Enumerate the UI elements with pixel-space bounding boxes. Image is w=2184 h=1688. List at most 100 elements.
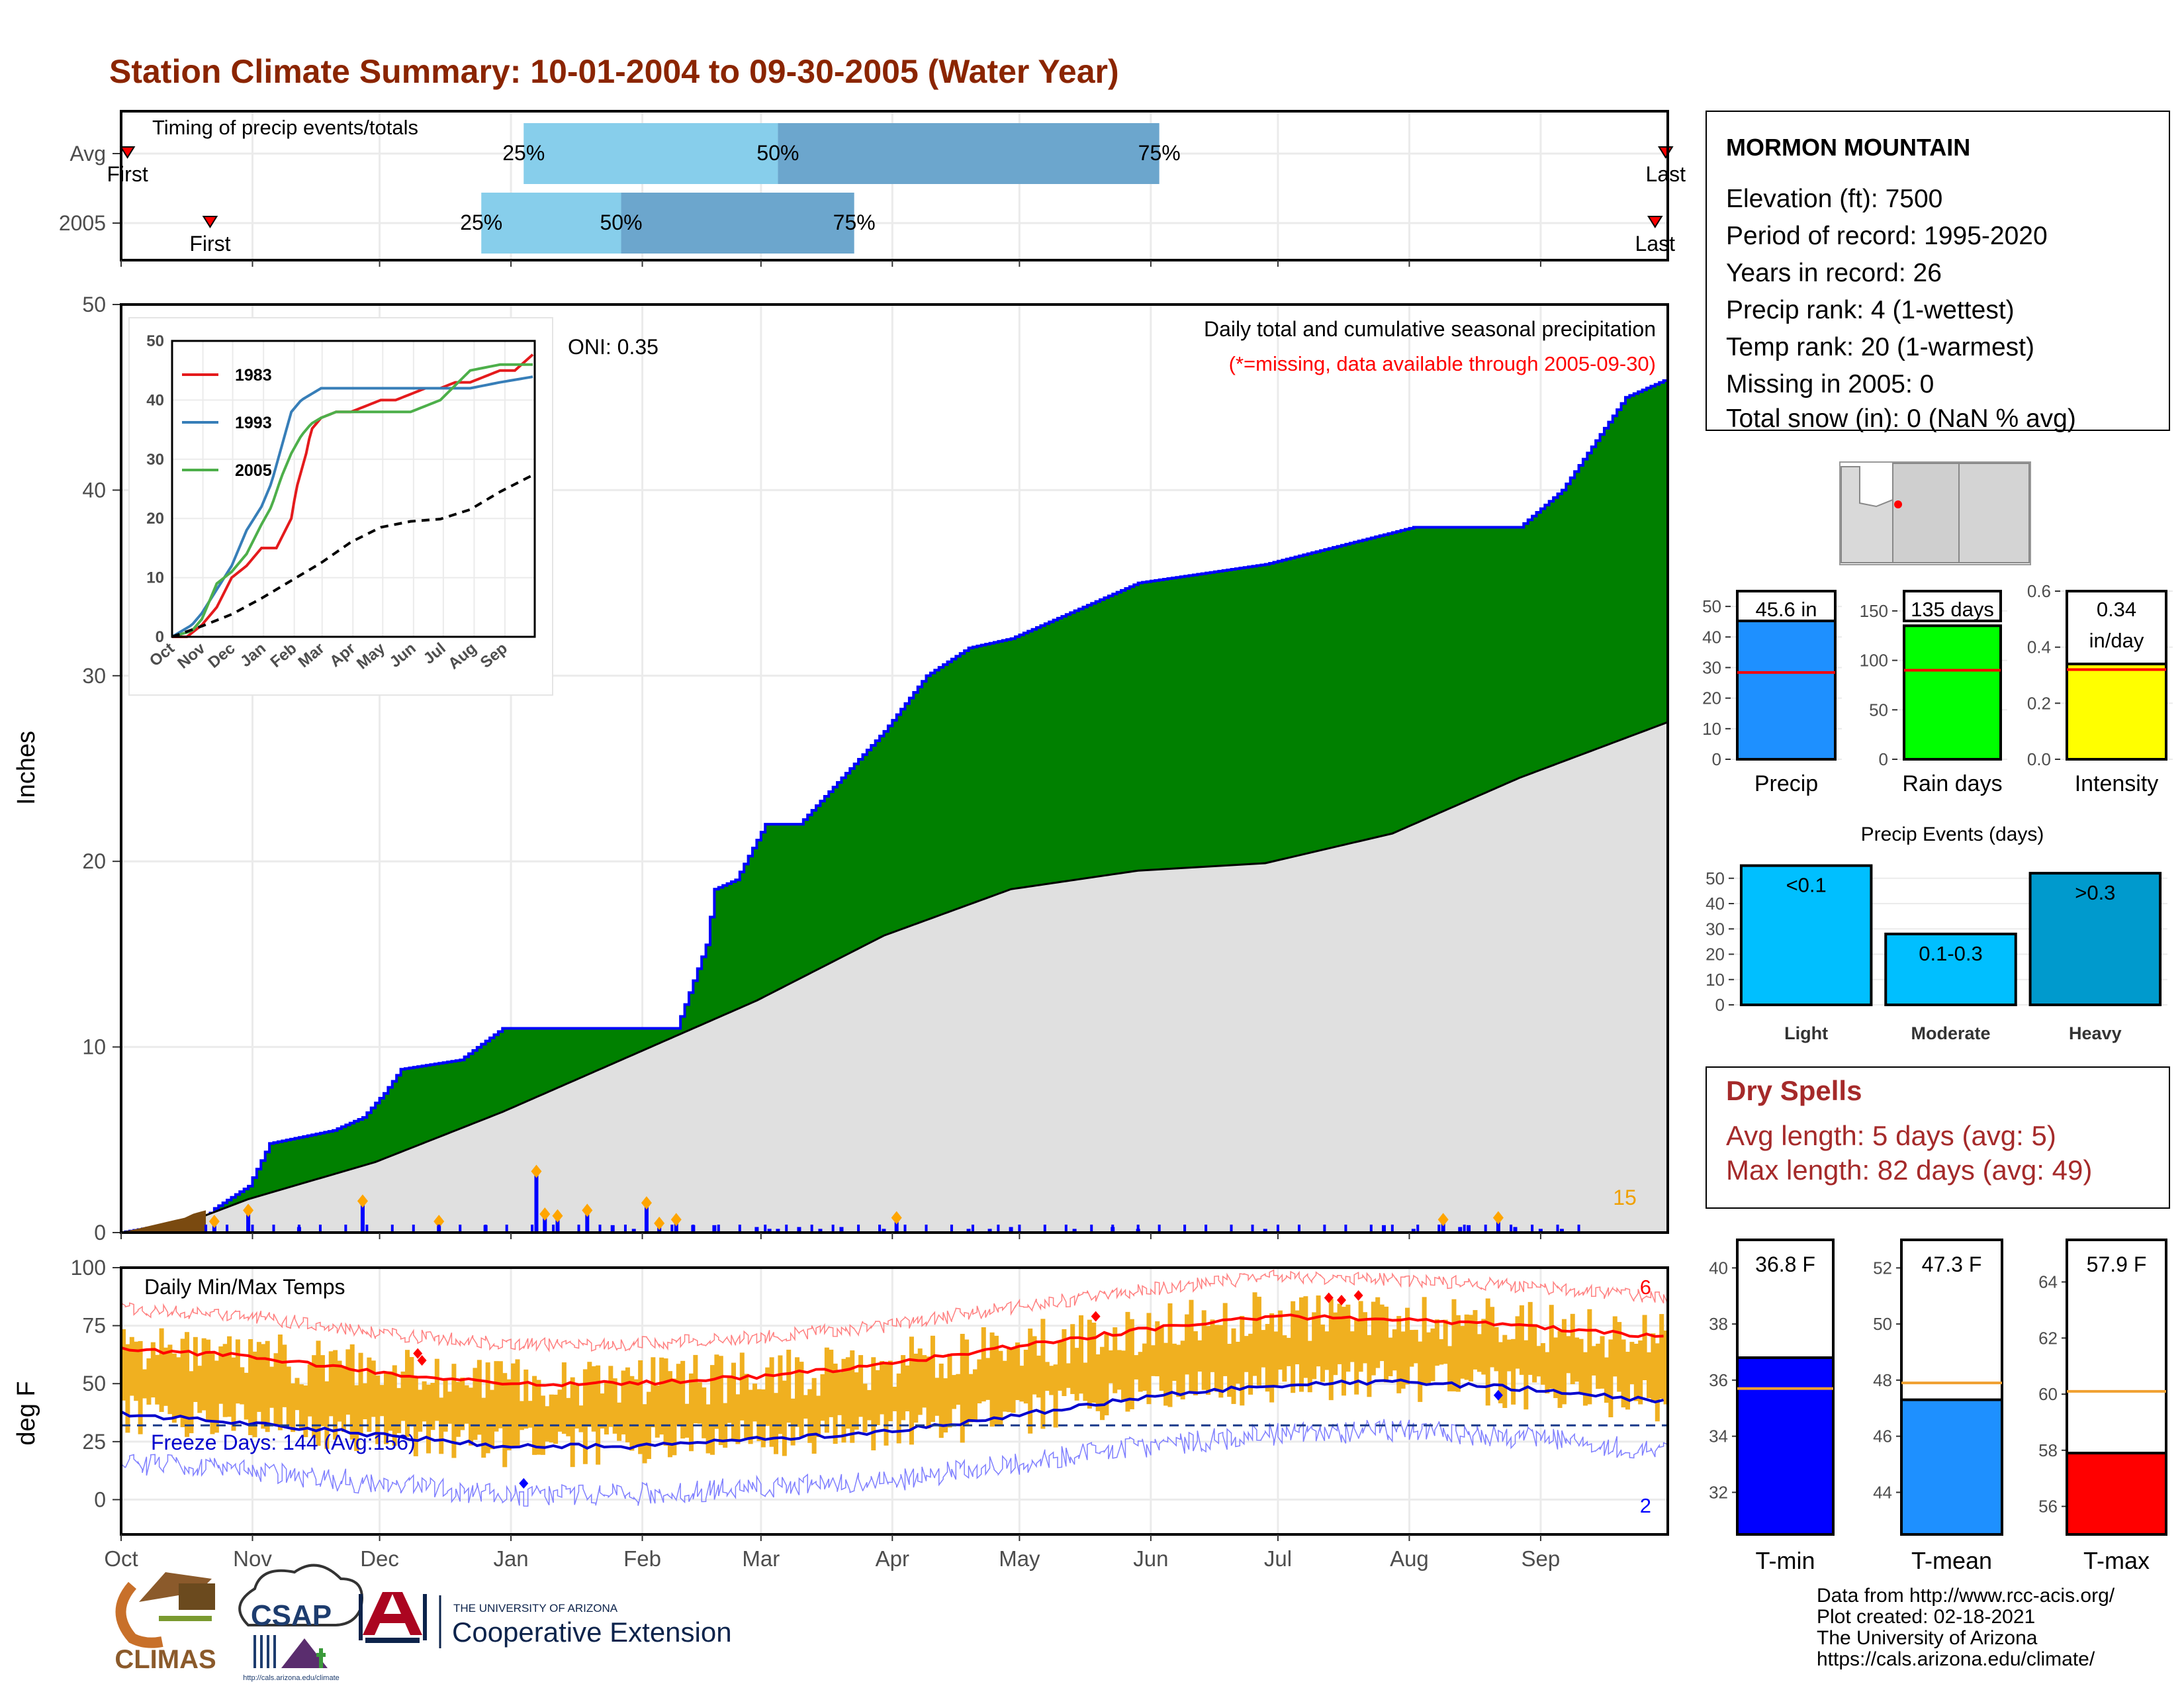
mini-value-bar	[1903, 624, 2002, 761]
daily-temp-bar	[651, 1357, 656, 1428]
daily-temp-bar	[693, 1354, 698, 1424]
daily-temp-bar	[1015, 1342, 1020, 1401]
daily-temp-bar	[570, 1377, 575, 1468]
daily-precip-bar	[644, 1203, 649, 1233]
daily-temp-bar	[1515, 1316, 1520, 1369]
daily-precip-bar	[631, 1229, 636, 1233]
daily-precip-marker	[670, 1213, 682, 1227]
mini-category-label: Intensity	[2075, 771, 2159, 796]
daily-temp-bar	[1244, 1336, 1249, 1372]
daily-temp-bar	[837, 1372, 842, 1415]
daily-temp-bar	[1193, 1331, 1198, 1395]
mini-ytick-label: 50	[1702, 596, 1721, 616]
daily-precip-marker	[357, 1194, 368, 1208]
daily-precip-bar	[797, 1227, 801, 1233]
daily-temp-bar	[1413, 1329, 1418, 1364]
timing-bar-25-50	[481, 193, 621, 254]
main-ytick-label: 10	[82, 1035, 106, 1059]
daily-precip-bar	[894, 1217, 899, 1233]
daily-precip-tick	[950, 1225, 953, 1233]
daily-precip-tick	[1531, 1225, 1534, 1233]
tbar-ytick-label: 56	[2038, 1497, 2058, 1517]
daily-temp-bar	[1384, 1306, 1389, 1383]
first-marker	[119, 146, 136, 159]
daily-precip-bar	[1559, 1229, 1564, 1233]
month-label: Jul	[1264, 1546, 1292, 1571]
daily-temp-bar	[892, 1386, 897, 1411]
daily-temp-bar	[697, 1382, 702, 1424]
daily-precip-marker	[654, 1216, 665, 1230]
cumulative-precip-line	[121, 379, 1669, 1234]
daily-temp-bar	[451, 1364, 457, 1458]
daily-precip-tick	[531, 1225, 534, 1233]
daily-temp-bar	[714, 1354, 719, 1429]
daily-temp-bar	[1638, 1340, 1643, 1405]
timing-label: Timing of precip events/totals	[152, 116, 418, 139]
daily-precip-tick	[1251, 1225, 1254, 1233]
daily-precip-tick	[1111, 1225, 1115, 1233]
daily-temp-bar	[1422, 1297, 1427, 1385]
daily-precip-bar	[754, 1227, 759, 1233]
daily-temp-bar	[1604, 1357, 1609, 1403]
daily-precip-tick	[925, 1225, 928, 1233]
daily-temp-bar	[561, 1362, 567, 1434]
daily-temp-bar	[964, 1339, 970, 1426]
daily-temp-bar	[303, 1385, 308, 1438]
daily-temp-bar	[1527, 1301, 1533, 1375]
temp-panel: 0 25 50 75 100 Oct Nov Dec Jan Feb Mar Apr May Jun Jul…	[71, 1256, 1669, 1571]
daily-temp-bar	[455, 1382, 461, 1437]
daily-temp-bar	[782, 1380, 787, 1456]
daily-temp-bar	[993, 1335, 999, 1427]
daily-precip-tick	[810, 1225, 813, 1233]
inset-legend-label: 1993	[235, 414, 272, 432]
daily-precip-bar	[360, 1201, 365, 1233]
record-low-marker	[1493, 1389, 1503, 1401]
temp-frame	[120, 1266, 1669, 1536]
month-label: Feb	[623, 1546, 661, 1571]
tbar-value-label: 57.9 F	[2087, 1252, 2147, 1276]
mini-category-label: Rain days	[1902, 771, 2002, 796]
average-precip-line	[120, 721, 1668, 1234]
daily-temp-bar	[786, 1349, 792, 1423]
daily-temp-bar	[256, 1342, 261, 1412]
daily-precip-tick	[1158, 1225, 1161, 1233]
daily-temp-bar	[481, 1397, 486, 1458]
daily-temp-bar	[947, 1353, 952, 1428]
daily-precip-tick	[1043, 1225, 1046, 1233]
daily-precip-tick	[318, 1225, 322, 1233]
station-line-5: Missing in 2005: 0	[1726, 370, 1934, 399]
daily-temp-bar	[1434, 1319, 1439, 1366]
daily-temp-bar	[155, 1354, 160, 1405]
count-label: 15	[1613, 1186, 1637, 1209]
daily-temp-bar	[1032, 1336, 1037, 1395]
daily-temp-bar	[1396, 1316, 1402, 1393]
daily-temp-bar	[383, 1372, 388, 1444]
daily-temp-bar	[1210, 1319, 1215, 1372]
daily-precip-tick	[857, 1225, 860, 1233]
daily-temp-bar	[604, 1382, 609, 1435]
daily-temp-bar	[409, 1357, 414, 1426]
daily-temp-bar	[680, 1360, 686, 1439]
daily-temp-bar	[532, 1376, 537, 1455]
daily-precip-bar	[1009, 1227, 1013, 1233]
daily-temp-bar	[1298, 1297, 1304, 1392]
credit-line-3: https://cals.arizona.edu/climate/	[1817, 1648, 2095, 1670]
daily-temp-bar	[460, 1378, 465, 1430]
climas-logo: CLIMAS	[114, 1572, 216, 1674]
daily-precip-bar	[987, 1229, 992, 1233]
daily-temp-bar	[1074, 1348, 1079, 1401]
daily-temp-bar	[887, 1360, 893, 1422]
daily-precip-tick	[505, 1225, 508, 1233]
daily-temp-bar	[956, 1374, 961, 1405]
daily-temp-bar	[1443, 1319, 1448, 1364]
tbar-ytick-label: 34	[1709, 1427, 1728, 1446]
daily-temp-bar	[845, 1357, 850, 1429]
daily-temp-bar	[1367, 1335, 1372, 1397]
timing-p75-label: 75%	[1138, 141, 1181, 165]
station-location-dot	[1894, 500, 1902, 508]
daily-temp-bar	[1108, 1350, 1113, 1383]
mini-category-label: Precip	[1754, 771, 1818, 796]
daily-temp-bar	[201, 1338, 206, 1411]
daily-precip-tick	[670, 1225, 674, 1233]
daily-precip-marker	[531, 1164, 542, 1178]
